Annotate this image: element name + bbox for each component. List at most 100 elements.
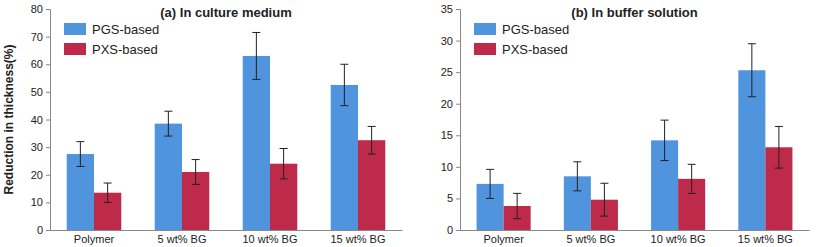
error-cap xyxy=(513,218,521,219)
error-bar xyxy=(280,149,288,179)
plot-area xyxy=(67,32,386,230)
error-cap xyxy=(661,120,669,121)
error-line xyxy=(664,120,665,160)
error-line xyxy=(490,169,491,198)
y-tick: 20 xyxy=(441,98,460,110)
error-cap xyxy=(600,183,608,184)
y-tick-mark xyxy=(46,9,50,10)
plot-area xyxy=(477,44,793,230)
error-cap xyxy=(573,190,581,191)
y-tick: 35 xyxy=(441,3,460,15)
error-line xyxy=(604,183,605,216)
y-tick-mark xyxy=(46,202,50,203)
error-cap xyxy=(661,160,669,161)
x-axis: Polymer 5 wt% BG 10 wt% BG 15 wt% BG xyxy=(51,230,403,245)
series xyxy=(477,44,766,230)
error-cap xyxy=(192,184,200,185)
x-tick: 5 wt% BG xyxy=(158,230,207,245)
error-cap xyxy=(748,96,756,97)
y-tick-mark xyxy=(46,120,50,121)
error-bar xyxy=(104,183,112,202)
error-bar xyxy=(661,120,669,160)
x-tick: 5 wt% BG xyxy=(566,230,615,245)
bar xyxy=(358,140,385,230)
error-line xyxy=(344,64,345,105)
error-cap xyxy=(368,154,376,155)
y-tick-label: 25 xyxy=(441,66,453,78)
legend-swatch xyxy=(474,43,496,55)
series xyxy=(94,126,385,230)
series xyxy=(504,126,793,230)
y-tick-mark xyxy=(456,41,460,42)
x-tick-label: 5 wt% BG xyxy=(158,233,207,245)
x-axis-line xyxy=(461,230,810,231)
legend-item: PXS-based xyxy=(474,42,568,57)
error-bar xyxy=(164,111,172,136)
y-tick: 10 xyxy=(441,161,460,173)
x-tick: Polymer xyxy=(483,230,524,245)
error-cap xyxy=(76,166,84,167)
error-bar xyxy=(340,64,348,105)
x-tick-label: 10 wt% BG xyxy=(242,233,297,245)
y-tick-mark xyxy=(456,198,460,199)
y-tick: 20 xyxy=(31,169,50,181)
y-tick-mark xyxy=(46,64,50,65)
error-cap xyxy=(573,161,581,162)
y-tick-label: 5 xyxy=(447,192,453,204)
legend-item: PGS-based xyxy=(64,22,159,37)
error-line xyxy=(80,142,81,167)
y-tick-mark xyxy=(46,92,50,93)
y-axis-title: Reduction in thickness(%) xyxy=(2,44,16,194)
y-tick: 80 xyxy=(31,3,50,15)
legend-label: PXS-based xyxy=(502,42,568,57)
y-tick-label: 60 xyxy=(31,58,43,70)
title: (a) In culture medium xyxy=(160,5,291,20)
error-cap xyxy=(513,193,521,194)
error-cap xyxy=(688,193,696,194)
x-tick: 15 wt% BG xyxy=(738,230,793,245)
error-bar xyxy=(748,44,756,97)
y-tick-label: 80 xyxy=(31,3,43,15)
y-tick-mark xyxy=(456,135,460,136)
error-cap xyxy=(76,141,84,142)
x-tick-label: 15 wt% BG xyxy=(330,233,385,245)
y-tick: 25 xyxy=(441,66,460,78)
legend-item: PXS-based xyxy=(64,42,158,57)
bar xyxy=(331,85,358,230)
y-tick-label: 20 xyxy=(31,169,43,181)
x-tick-label: Polymer xyxy=(74,233,115,245)
error-bar xyxy=(252,32,260,79)
error-line xyxy=(751,44,752,97)
y-tick-label: 30 xyxy=(31,141,43,153)
error-cap xyxy=(340,105,348,106)
y-tick-mark xyxy=(456,104,460,105)
legend-swatch xyxy=(64,23,86,35)
error-cap xyxy=(104,202,112,203)
error-cap xyxy=(280,178,288,179)
x-axis-line xyxy=(51,230,403,231)
chart: 05101520253035Polymer5 wt% BG10 wt% BG15… xyxy=(441,3,810,245)
y-tick-mark xyxy=(46,230,50,231)
y-axis: 05101520253035 xyxy=(441,3,461,236)
error-bar xyxy=(775,126,783,168)
error-cap xyxy=(486,169,494,170)
y-tick-label: 10 xyxy=(441,161,453,173)
figure: 0 10 20 30 40 50 60 70 80 Polymer 5 wt% BG 10 wt% B… xyxy=(0,0,817,247)
legend-label: PXS-based xyxy=(92,42,158,57)
y-tick-mark xyxy=(46,147,50,148)
legend: PGS-based PXS-based xyxy=(64,22,159,57)
legend-swatch xyxy=(64,43,86,55)
y-tick-label: 10 xyxy=(31,196,43,208)
x-tick-label: Polymer xyxy=(483,233,524,245)
y-axis: 01020304050607080 xyxy=(31,3,51,236)
x-axis: Polymer5 wt% BG10 wt% BG15 wt% BG xyxy=(461,230,810,245)
y-tick-label: 35 xyxy=(441,3,453,15)
y-tick: 60 xyxy=(31,58,50,70)
y-tick: 0 xyxy=(447,224,460,236)
y-tick: 40 xyxy=(31,114,50,126)
y-tick-mark xyxy=(456,230,460,231)
error-bar xyxy=(76,142,84,167)
y-tick-mark xyxy=(456,72,460,73)
y-tick: 70 xyxy=(31,31,50,43)
y-tick: 50 xyxy=(31,86,50,98)
